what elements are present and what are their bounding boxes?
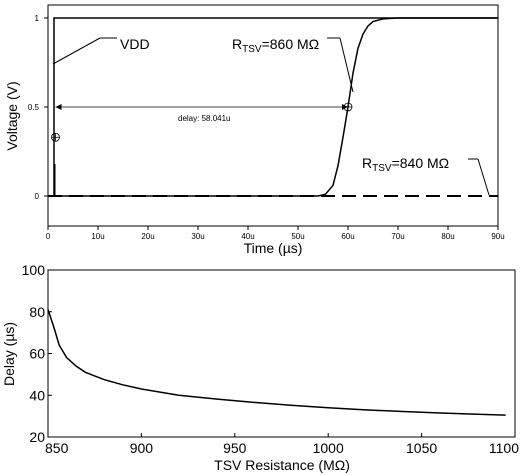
top-plot-frame xyxy=(47,4,499,227)
delay-label: delay: 58.041u xyxy=(178,114,231,123)
top-y-tick-label: 0.5 xyxy=(28,103,40,112)
vdd-label: VDD xyxy=(120,36,150,52)
top-y-tick-label: 1 xyxy=(35,14,40,23)
top-x-tick-label: 30u xyxy=(191,232,204,241)
bottom-x-ticks: 850 900 950 1000 1050 1100 xyxy=(45,433,519,456)
voltage-chart: 0 10u 20u 30u 40u 50u 60u 70u 80u 90u 00.51 VDD R… xyxy=(4,4,505,256)
top-x-tick-label: 40u xyxy=(241,232,254,241)
r860-label: RTSV=860 MΩ xyxy=(232,36,319,55)
bottom-y-tick-label: 100 xyxy=(22,262,46,278)
top-x-tick-label: 90u xyxy=(491,232,504,241)
bottom-x-tick-label: 1050 xyxy=(406,440,437,456)
top-x-axis-title: Time (µs) xyxy=(244,240,303,256)
bottom-x-tick-label: 1000 xyxy=(313,440,344,456)
top-y-axis-title: Voltage (V) xyxy=(4,81,20,150)
top-x-tick-label: 70u xyxy=(391,232,404,241)
delay-curve xyxy=(47,309,506,416)
top-x-tick-label: 60u xyxy=(341,232,354,241)
series-line xyxy=(53,17,498,196)
bottom-y-tick-label: 80 xyxy=(29,304,45,320)
r840-label: RTSV=840 MΩ xyxy=(362,155,449,174)
bottom-x-tick-label: 900 xyxy=(130,440,154,456)
top-x-ticks: 0 10u 20u 30u 40u 50u 60u 70u 80u 90u xyxy=(46,226,505,241)
bottom-x-tick-label: 950 xyxy=(223,440,247,456)
top-x-tick-label: 20u xyxy=(141,232,154,241)
top-x-tick-label: 80u xyxy=(441,232,454,241)
top-y-tick-label: 0 xyxy=(35,192,40,201)
bottom-series xyxy=(47,309,506,416)
series-line xyxy=(48,17,498,197)
delay-chart: 850 900 950 1000 1050 1100 20 40 60 80 100 TSV Re… xyxy=(1,262,519,473)
bottom-y-tick-label: 60 xyxy=(29,346,45,362)
bottom-y-ticks: 20 40 60 80 100 xyxy=(22,262,52,445)
top-x-tick-label: 0 xyxy=(46,232,51,241)
delay-arrow-left xyxy=(55,104,62,110)
top-y-ticks: 00.51 xyxy=(28,14,48,201)
bottom-y-tick-label: 40 xyxy=(29,387,45,403)
top-x-tick-label: 50u xyxy=(291,232,304,241)
r860-leader-line xyxy=(339,37,354,93)
bottom-x-tick-label: 1100 xyxy=(489,440,519,456)
top-series xyxy=(48,17,498,197)
bottom-y-axis-title: Delay (µs) xyxy=(1,322,17,386)
bottom-plot-frame xyxy=(47,269,516,438)
top-annotations: VDD RTSV=860 MΩ delay: 58.041u RTSV=840 … xyxy=(52,36,490,196)
vdd-leader-line xyxy=(52,37,101,65)
bottom-y-tick-label: 20 xyxy=(29,429,45,445)
bottom-x-axis-title: TSV Resistance (MΩ) xyxy=(214,457,350,473)
bottom-x-tick-label: 850 xyxy=(45,440,69,456)
top-x-tick-label: 10u xyxy=(91,232,104,241)
r840-leader-line xyxy=(477,158,490,196)
